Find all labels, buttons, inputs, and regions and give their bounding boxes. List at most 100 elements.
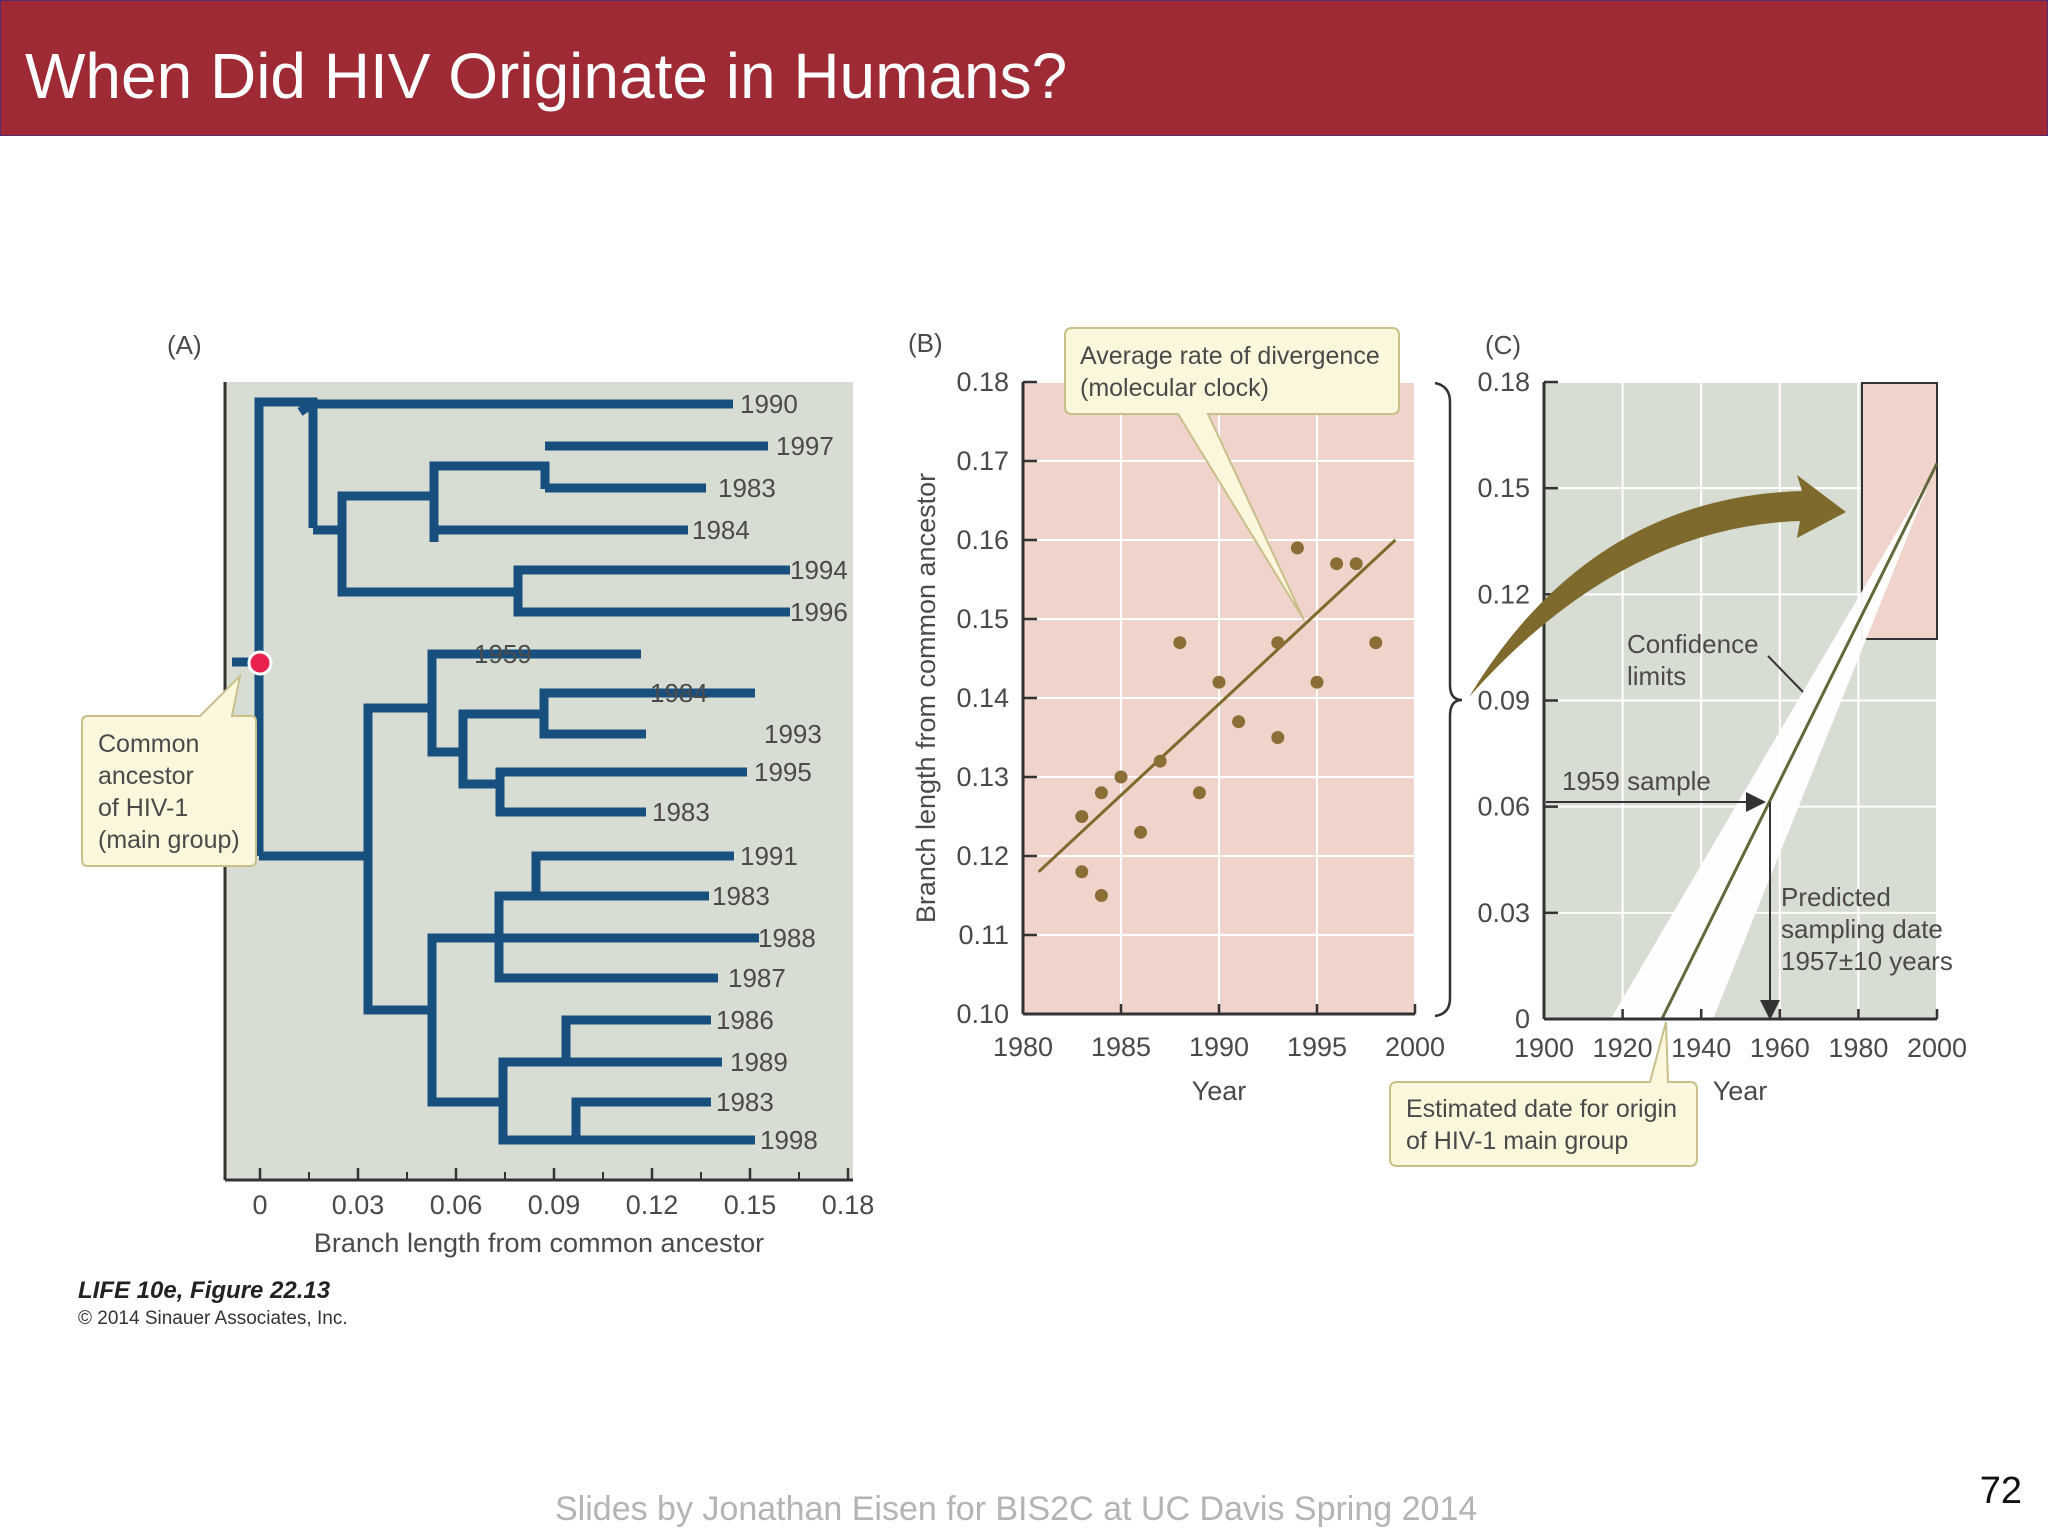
slide-title: When Did HIV Originate in Humans? xyxy=(25,40,1068,112)
tip-label: 1998 xyxy=(760,1125,818,1155)
tip-label: 1988 xyxy=(758,923,816,953)
figure-credit-copyright: © 2014 Sinauer Associates, Inc. xyxy=(78,1308,348,1329)
panel-b-bracket xyxy=(1434,381,1463,1018)
panel-c-y-tick-label: 0.09 xyxy=(1477,686,1530,716)
panel-b-x-axis-label: Year xyxy=(1192,1076,1247,1106)
root-callout-line-1: Common xyxy=(98,730,199,758)
root-callout-line-2: ancestor xyxy=(98,762,194,790)
origin-callout-line-2: of HIV-1 main group xyxy=(1406,1127,1628,1155)
panel-b-y-tick-label: 0.13 xyxy=(956,762,1009,792)
root-callout: Common ancestor of HIV-1 (main group) xyxy=(81,672,257,867)
panel-b-y-tick-label: 0.17 xyxy=(956,446,1009,476)
panel-a-x-tick-label: 0.15 xyxy=(724,1190,777,1220)
panel-a-x-tick-label: 0.03 xyxy=(332,1190,385,1220)
curved-arrow xyxy=(1469,475,1846,697)
predicted-label-line-3: 1957±10 years xyxy=(1781,946,1953,976)
panel-c-x-tick-label: 1900 xyxy=(1514,1033,1574,1063)
panel-b-y-tick-label: 0.14 xyxy=(956,683,1009,713)
confidence-label-line-2: limits xyxy=(1627,661,1686,691)
panel-b-x-tick-label: 1995 xyxy=(1287,1032,1347,1062)
data-point xyxy=(1232,715,1246,729)
panel-b-x-tick-label: 1980 xyxy=(993,1032,1053,1062)
sample-1959-label: 1959 sample xyxy=(1562,766,1711,796)
tip-labels: 1990199719831984199419961959198419931995… xyxy=(474,389,848,1155)
tip-label: 1987 xyxy=(728,963,786,993)
panel-b-y-tick-label: 0.12 xyxy=(956,841,1009,871)
clock-callout-line-1: Average rate of divergence xyxy=(1080,342,1380,370)
slide-footer: Slides by Jonathan Eisen for BIS2C at UC… xyxy=(555,1490,1478,1528)
page-number: 72 xyxy=(1979,1470,2022,1512)
panel-c-x-tick-label: 1960 xyxy=(1750,1033,1810,1063)
panel-b-y-tick-label: 0.18 xyxy=(956,367,1009,397)
tip-label: 1996 xyxy=(790,597,848,627)
data-point xyxy=(1349,557,1363,571)
data-point xyxy=(1173,636,1187,650)
confidence-band xyxy=(1610,463,1937,1020)
title-bar: When Did HIV Originate in Humans? xyxy=(0,0,2048,136)
panel-a-x-axis-label: Branch length from common ancestor xyxy=(314,1228,764,1258)
panel-c-x-axis-label: Year xyxy=(1713,1076,1768,1106)
origin-callout-line-1: Estimated date for origin xyxy=(1406,1095,1677,1123)
panel-b-data-points xyxy=(1037,538,1397,902)
data-point xyxy=(1075,865,1089,879)
panel-a-x-tick-label: 0 xyxy=(252,1190,267,1220)
tip-label: 1984 xyxy=(650,678,708,708)
tip-label: 1983 xyxy=(718,473,776,503)
panel-b: (B) 1980 1985 1990 1995 2000 0.10 0.11 0.12 0.13… xyxy=(908,327,1463,1106)
data-point xyxy=(1075,810,1089,823)
tip-label: 1983 xyxy=(652,797,710,827)
root-callout-line-4: (main group) xyxy=(98,826,240,854)
tip-label: 1983 xyxy=(712,881,770,911)
data-point xyxy=(1369,636,1383,650)
panel-c-y-tick-label: 0 xyxy=(1515,1004,1530,1034)
tip-label: 1995 xyxy=(754,757,812,787)
tip-label: 1994 xyxy=(790,555,848,585)
root-callout-line-3: of HIV-1 xyxy=(98,794,188,822)
panel-c-y-tick-label: 0.12 xyxy=(1477,579,1530,609)
panel-a-x-tick-label: 0.12 xyxy=(626,1190,679,1220)
panel-b-x-tick-label: 1990 xyxy=(1189,1032,1249,1062)
panel-c-x-tick-label: 2000 xyxy=(1907,1033,1967,1063)
panel-c-x-tick-label: 1940 xyxy=(1671,1033,1731,1063)
panel-c-y-tick-label: 0.06 xyxy=(1477,792,1530,822)
data-point xyxy=(1094,889,1108,902)
tip-label: 1990 xyxy=(740,389,798,419)
panel-c-x-tick-label: 1980 xyxy=(1828,1033,1888,1063)
panel-a-label: (A) xyxy=(167,330,202,360)
data-point xyxy=(1330,557,1344,571)
origin-callout: Estimated date for origin of HIV-1 main … xyxy=(1389,1021,1698,1167)
data-point xyxy=(1310,675,1324,689)
molecular-clock-callout: Average rate of divergence (molecular cl… xyxy=(1064,327,1400,621)
panel-b-y-tick-label: 0.16 xyxy=(956,525,1009,555)
tip-label: 1984 xyxy=(692,515,750,545)
panel-b-y-tick-label: 0.11 xyxy=(958,920,1009,950)
panel-a-x-ticks: 0 0.03 0.06 0.09 0.12 0.15 0.18 xyxy=(252,1168,874,1220)
panel-c: (C) 1900 1920 1940 1960 1980 2000 0 0.03 0.06 0.0… xyxy=(1389,330,1967,1167)
confidence-pointer xyxy=(1767,655,1804,693)
data-point xyxy=(1290,541,1304,555)
clock-callout-line-2: (molecular clock) xyxy=(1080,374,1269,402)
phylogenetic-tree xyxy=(232,397,790,1145)
tip-label: 1959 xyxy=(474,639,532,669)
panel-a: (A) 0 0.03 0.06 0.09 0.12 0.15 0.18 xyxy=(78,330,874,1329)
panel-b-y-tick-label: 0.10 xyxy=(956,999,1009,1029)
panel-b-x-tick-label: 2000 xyxy=(1385,1032,1445,1062)
data-point xyxy=(1153,754,1167,768)
panel-b-y-tick-label: 0.15 xyxy=(956,604,1009,634)
tip-label: 1986 xyxy=(716,1005,774,1035)
panel-a-background xyxy=(225,382,853,1180)
tip-label: 1991 xyxy=(740,841,798,871)
common-ancestor-node xyxy=(247,650,273,676)
panel-b-x-tick-label: 1985 xyxy=(1091,1032,1151,1062)
tip-label: 1993 xyxy=(764,719,822,749)
panel-b-label: (B) xyxy=(908,328,943,358)
panel-a-x-tick-label: 0.06 xyxy=(430,1190,483,1220)
panel-c-y-tick-label: 0.15 xyxy=(1477,473,1530,503)
data-point xyxy=(1271,731,1285,744)
confidence-label-line-1: Confidence xyxy=(1627,629,1759,659)
panel-b-axes: 1980 1985 1990 1995 2000 0.10 0.11 0.12 0.13 0.14… xyxy=(956,367,1445,1062)
panel-b-y-axis-label: Branch length from common ancestor xyxy=(911,473,941,923)
panel-a-x-tick-label: 0.09 xyxy=(528,1190,581,1220)
molecular-clock-line xyxy=(1037,538,1397,873)
